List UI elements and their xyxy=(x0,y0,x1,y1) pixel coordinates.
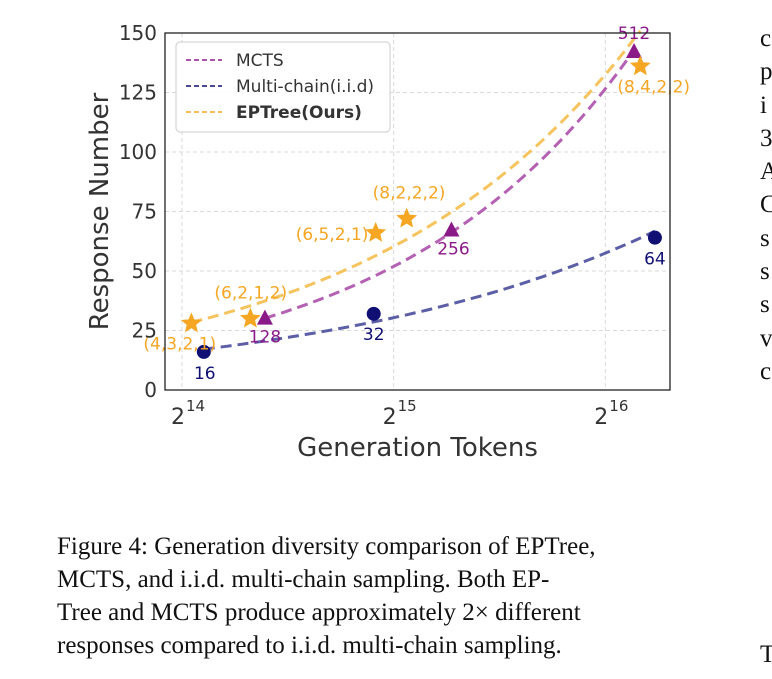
x-tick-label: 2 xyxy=(383,405,397,430)
data-label: 64 xyxy=(644,250,666,270)
x-tick-label: 2 xyxy=(594,405,608,430)
side-letter: s xyxy=(760,224,770,252)
triangle-marker xyxy=(626,43,643,59)
y-tick-label: 150 xyxy=(119,21,157,45)
y-tick-label: 50 xyxy=(132,259,157,283)
data-label: 512 xyxy=(618,24,650,44)
side-letter: s xyxy=(760,291,770,319)
star-marker xyxy=(629,55,651,76)
adjacent-column-text-bottom: T xyxy=(760,641,772,668)
caption-line: Figure 4: Generation diversity compariso… xyxy=(57,533,596,560)
x-tick-exponent: 14 xyxy=(186,397,205,415)
chart: 128 256 512 16 32 64 (4,3,2,1) (6,2,1,2) (6,5,2,… xyxy=(85,21,690,463)
circle-marker xyxy=(196,344,211,359)
side-letter: s xyxy=(760,258,770,286)
caption-line: responses compared to i.i.d. multi-chain… xyxy=(57,632,562,659)
data-label: 128 xyxy=(249,328,281,348)
side-letter: c xyxy=(760,25,772,52)
data-label: 32 xyxy=(363,325,385,345)
x-tick-label: 2 xyxy=(171,405,185,430)
y-tick-label: 25 xyxy=(132,319,157,343)
data-label: (6,5,2,1) xyxy=(296,225,369,245)
side-letter: c xyxy=(760,357,772,385)
legend: MCTS Multi-chain(i.i.d) EPTree(Ours) xyxy=(175,41,391,133)
side-letter: 3 xyxy=(760,124,772,152)
figure-caption: Figure 4: Generation diversity compariso… xyxy=(57,530,717,662)
side-letter: A xyxy=(760,158,772,186)
triangle-marker xyxy=(256,309,273,325)
x-tick-exponent: 15 xyxy=(398,397,417,415)
side-letter: p xyxy=(760,58,772,86)
legend-label: MCTS xyxy=(236,51,284,71)
plot-frame xyxy=(164,32,671,391)
y-tick-label: 0 xyxy=(144,378,157,402)
x-tick-exponent: 16 xyxy=(609,397,628,415)
data-label: (8,2,2,2) xyxy=(373,184,446,204)
data-markers xyxy=(180,43,662,359)
y-tick-label: 75 xyxy=(132,200,157,224)
data-label: (4,3,2,1) xyxy=(143,334,216,354)
caption-line: Tree and MCTS produce approximately 2× d… xyxy=(57,599,581,626)
y-tick-label: 100 xyxy=(119,140,157,164)
fit-curve-line xyxy=(191,29,642,324)
x-axis-label: Generation Tokens xyxy=(297,433,538,463)
side-letter: i xyxy=(760,91,767,119)
fit-curve-line xyxy=(203,229,656,351)
star-marker xyxy=(180,312,202,333)
adjacent-column-text: c p i 3 A C s s s v c xyxy=(760,22,772,388)
star-marker xyxy=(396,207,418,228)
fit-curve-line xyxy=(264,49,636,320)
legend-label: Multi-chain(i.i.d) xyxy=(236,77,374,97)
legend-box xyxy=(175,41,391,133)
data-label: (6,2,1,2) xyxy=(214,284,287,304)
data-labels: 128 256 512 16 32 64 (4,3,2,1) (6,2,1,2) (6,5,2,… xyxy=(143,24,690,384)
y-tick-label: 125 xyxy=(119,81,157,105)
legend-label: EPTree(Ours) xyxy=(236,103,362,123)
y-axis-label: Response Number xyxy=(85,92,115,330)
circle-marker xyxy=(647,230,662,245)
side-letter: v xyxy=(760,324,772,352)
star-marker xyxy=(365,221,387,242)
data-label: 256 xyxy=(437,240,469,260)
fit-curves xyxy=(191,29,656,351)
star-marker xyxy=(239,307,261,328)
data-label: 16 xyxy=(194,364,216,384)
data-label: (8,4,2,2) xyxy=(617,77,690,97)
circle-marker xyxy=(366,306,381,321)
side-letter: C xyxy=(760,191,772,219)
triangle-marker xyxy=(443,221,460,237)
caption-line: MCTS, and i.i.d. multi-chain sampling. B… xyxy=(57,566,550,593)
